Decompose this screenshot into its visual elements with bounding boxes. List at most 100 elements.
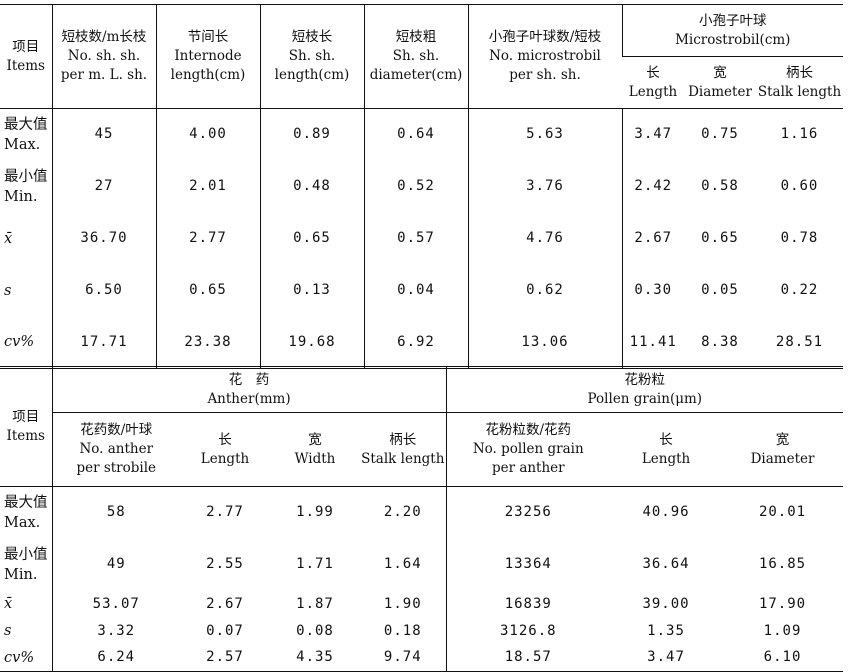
table-cell: 6.92 xyxy=(363,316,468,369)
table-cell: 2.67 xyxy=(206,595,244,612)
table-row: s 6.50 0.65 0.13 0.04 0.62 0.30 0.05 0.22 xyxy=(0,264,843,317)
table-cell: 2.20 xyxy=(383,504,422,521)
row-label: cv% xyxy=(0,644,52,672)
table-cell: 0.08 xyxy=(296,622,334,639)
table-cell: 6.50 xyxy=(51,264,156,317)
table-cell: 2.77 xyxy=(206,504,244,521)
table-cell: 0.48 xyxy=(259,160,364,213)
row-label: x̄ xyxy=(4,596,13,612)
table-cell: 0.78 xyxy=(780,230,819,246)
table-cell: 27 xyxy=(51,160,156,213)
table-cell: 2.42 xyxy=(621,160,684,213)
table-cell: 0.60 xyxy=(780,178,819,194)
table-cell: 1.71 xyxy=(296,556,334,572)
table-cell: 13.06 xyxy=(467,316,622,369)
row-label: cv% xyxy=(0,316,52,369)
table-cell: 1.64 xyxy=(383,556,422,572)
row-label: 最大值 Max. xyxy=(4,116,48,153)
table-row: 最大值 Max. 58 2.77 1.99 2.20 23256 40.96 20.01 xyxy=(0,486,843,539)
table-cell: 16839 xyxy=(445,590,611,618)
table-cell: 13364 xyxy=(445,538,611,591)
row-label: 最大值 Max. xyxy=(4,494,48,531)
microstrobil-diameter-header: 宽 Diameter xyxy=(684,56,756,109)
table-cell: 36.64 xyxy=(642,556,690,572)
items-header: 项目 Items xyxy=(0,4,52,109)
table-cell: 1.99 xyxy=(296,504,334,521)
anther-group-header: 花 药 Anther(mm) xyxy=(51,366,447,413)
table-row: 最大值 Max. 45 4.00 0.89 0.64 5.63 3.47 0.75 1.16 xyxy=(0,108,843,161)
table-cell: 1.35 xyxy=(647,622,685,639)
table-cell: 1.87 xyxy=(296,595,334,612)
table-cell: 0.58 xyxy=(701,178,739,194)
table-cell: 1.09 xyxy=(763,622,802,639)
anther-width-header: 宽 Width xyxy=(270,412,360,487)
items-header-2: 项目 Items xyxy=(0,366,52,487)
short-branch-length-header: 短枝长 Sh. sh. length(cm) xyxy=(259,4,364,109)
table-cell: 17.71 xyxy=(51,316,156,369)
table-row: 最小值 Min. 27 2.01 0.48 0.52 3.76 2.42 0.58 0.60 xyxy=(0,160,843,213)
table-row: x̄ 36.70 2.77 0.65 0.57 4.76 2.67 0.65 0.78 xyxy=(0,212,843,265)
table-cell: 0.64 xyxy=(363,108,468,161)
table-cell: 0.62 xyxy=(467,264,622,317)
anther-pollen-table: 项目 Items 花 药 Anther(mm) 花粉粒 Pollen grain(μm… xyxy=(0,366,844,672)
table-cell: 2.77 xyxy=(155,212,260,265)
table-cell: 0.04 xyxy=(363,264,468,317)
table-cell: 0.57 xyxy=(363,212,468,265)
table-row: cv% 6.24 2.57 4.35 9.74 18.57 3.47 6.10 xyxy=(0,644,844,672)
table-row: 最小值 Min. 49 2.55 1.71 1.64 13364 36.64 16.85 xyxy=(0,538,843,591)
microstrobil-length-header: 长 Length xyxy=(622,56,684,109)
table2-body: 最大值 Max. 58 2.77 1.99 2.20 23256 40.96 20.01 最小值 M… xyxy=(0,486,844,672)
table-cell: 45 xyxy=(51,108,156,161)
table-cell: 18.57 xyxy=(445,644,611,672)
table-cell: 3126.8 xyxy=(445,617,611,645)
short-branch-count-header: 短枝数/m长枝 No. sh. sh. per m. L. sh. xyxy=(51,4,156,109)
row-label: x̄ xyxy=(4,230,13,247)
table-cell: 53.07 xyxy=(51,590,180,618)
table-cell: 23.38 xyxy=(155,316,260,369)
table-cell: 0.22 xyxy=(780,282,819,298)
table-cell: 0.18 xyxy=(383,622,422,639)
table-cell: 36.70 xyxy=(51,212,156,265)
table-cell: 11.41 xyxy=(621,316,684,369)
pollen-group-header: 花粉粒 Pollen grain(μm) xyxy=(445,366,844,413)
table-cell: 16.85 xyxy=(758,556,807,572)
microstrobil-group-header: 小孢子叶球 Microstrobil(cm) xyxy=(621,4,844,57)
row-label: 最小值 Min. xyxy=(4,168,48,205)
table-cell: 0.30 xyxy=(621,264,684,317)
anther-stalk-header: 柄长 Stalk length xyxy=(360,412,447,487)
anther-count-header: 花药数/叶球 No. anther per strobile xyxy=(51,412,180,487)
table-cell: 8.38 xyxy=(684,316,756,369)
table-cell: 0.05 xyxy=(701,282,739,298)
row-label: s xyxy=(4,282,12,299)
table-cell: 5.63 xyxy=(467,108,622,161)
table-cell: 19.68 xyxy=(259,316,364,369)
table-cell: 23256 xyxy=(445,486,611,539)
table-cell: 0.75 xyxy=(701,126,739,143)
short-branch-diameter-header: 短枝粗 Sh. sh. diameter(cm) xyxy=(363,4,468,109)
table-cell: 2.57 xyxy=(180,644,270,672)
table-cell: 3.47 xyxy=(621,108,684,161)
table-cell: 0.89 xyxy=(259,108,364,161)
table-cell: 0.65 xyxy=(259,212,364,265)
table-cell: 3.47 xyxy=(610,644,723,672)
table-cell: 3.76 xyxy=(467,160,622,213)
table-cell: 20.01 xyxy=(758,504,807,521)
table-cell: 0.13 xyxy=(259,264,364,317)
table-cell: 2.01 xyxy=(155,160,260,213)
pollen-length-header: 长 Length xyxy=(610,412,723,487)
table-row: x̄ 53.07 2.67 1.87 1.90 16839 39.00 17.90 xyxy=(0,590,843,618)
table-cell: 39.00 xyxy=(642,595,690,612)
row-label: 最小值 Min. xyxy=(4,546,48,583)
table-cell: 17.90 xyxy=(758,595,807,612)
anther-length-header: 长 Length xyxy=(180,412,270,487)
internode-length-header: 节间长 Internode length(cm) xyxy=(155,4,260,109)
table-cell: 0.52 xyxy=(363,160,468,213)
table-cell: 2.55 xyxy=(206,556,244,572)
table-cell: 1.16 xyxy=(780,126,819,143)
microstrobil-count-header: 小孢子叶球数/短枝 No. microstrobil per sh. sh. xyxy=(467,4,622,109)
table-cell: 9.74 xyxy=(360,644,447,672)
pollen-count-header: 花粉粒数/花药 No. pollen grain per anther xyxy=(445,412,611,487)
table-row: cv% 17.71 23.38 19.68 6.92 13.06 11.41 8.38 28.5… xyxy=(0,316,844,369)
table-cell: 28.51 xyxy=(756,316,844,369)
